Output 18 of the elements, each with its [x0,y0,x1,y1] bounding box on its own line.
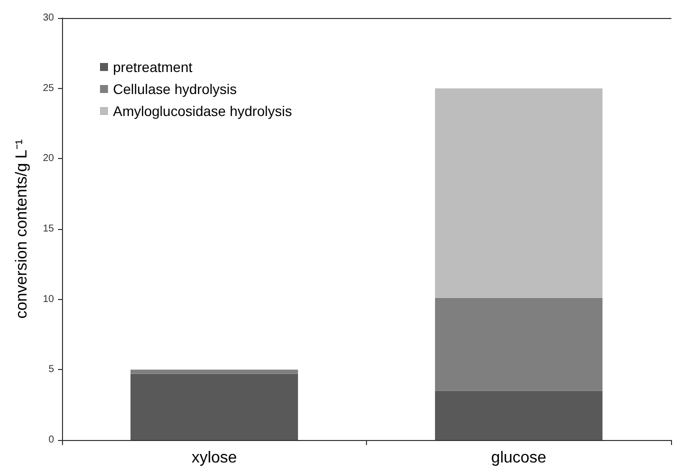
legend-label: Amyloglucosidase hydrolysis [113,103,292,119]
y-tick-label: 25 [42,82,54,94]
bar [435,390,602,440]
bar [130,370,298,374]
y-tick-label: 10 [42,294,54,305]
bar [435,298,602,391]
y-tick-label: 0 [48,434,54,446]
legend-label: Cellulase hydrolysis [113,81,237,97]
x-tick-label: glucose [491,450,546,466]
bar [130,374,298,440]
x-tick-label: xylose [192,450,238,466]
y-tick-label: 5 [48,364,54,376]
legend-label: pretreatment [113,59,192,75]
y-axis-title: conversion contents/g L⁻¹ [14,139,30,319]
bar [435,88,602,298]
y-tick-label: 15 [42,224,54,234]
y-tick-label: 30 [42,12,54,24]
y-tick-label: 20 [42,153,54,164]
